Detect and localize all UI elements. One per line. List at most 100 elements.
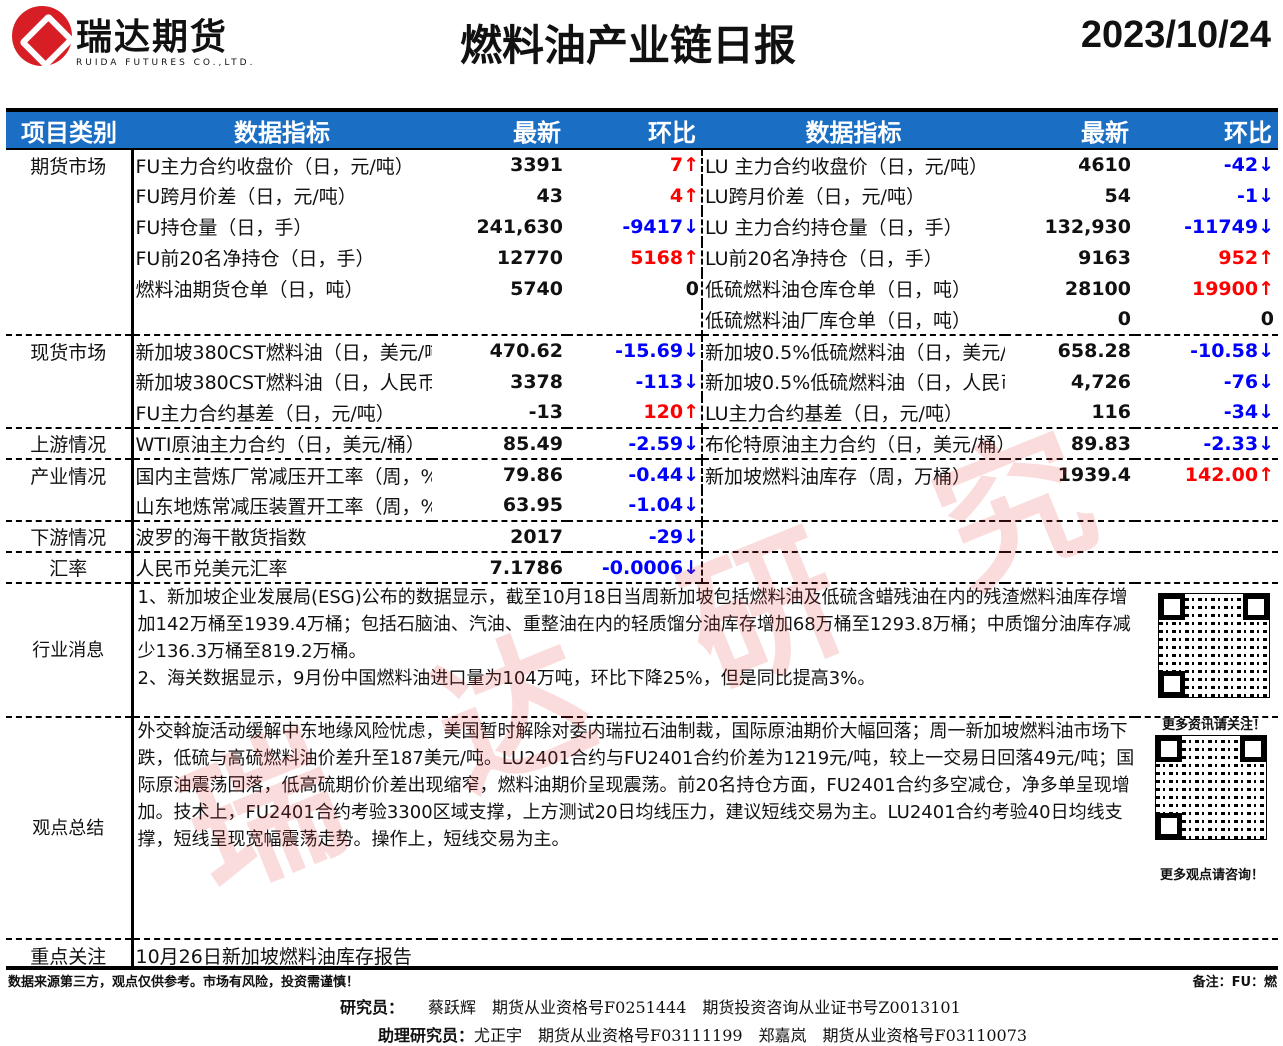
change-value [1135,520,1278,552]
change-value: 120↑ [567,397,703,428]
change-value: -76↓ [1223,370,1274,393]
ruida-logo: 瑞达期货 RUIDA FUTURES CO.,LTD. [12,6,262,68]
category-label: 上游情况 [6,427,134,459]
indicator-name: 低硫燃料油仓库仓单（日，吨） [705,279,972,301]
col-latest: 最新 [432,112,567,150]
change-value: 4↑ [567,180,703,211]
focus-row: 重点关注 10月26日新加坡燃料油库存报告 [6,938,1278,970]
table-row: FU持仓量（日，手） 241,630 -9417↓ LU 主力合约持仓量（日，手） 13… [6,211,1278,242]
change-value: -0.0006↓ [567,551,703,583]
table-row: 山东地炼常减压装置开工率（周，% 63.95 -1.04↓ [6,490,1278,521]
change-value: 0 [1260,308,1274,330]
qr-code-consult[interactable] [1155,735,1267,840]
latest-value: 3378 [510,370,563,393]
change-value: -2.59↓ [567,427,703,459]
change-value: 19900↑ [1191,277,1274,300]
latest-value: 63.95 [502,494,563,516]
category-label: 下游情况 [6,520,134,552]
qr-caption-1: 更多资讯请关注！ [1162,718,1267,733]
indicator-name: FU主力合约收盘价（日，元/吨） [135,155,414,178]
indicator-name: 新加坡380CST燃料油（日，美元/吨 [132,334,432,366]
latest-value: 116 [1091,401,1131,423]
assistant-line: 助理研究员：尤正宇 期货从业资格号F03111199 郑嘉岚 期货从业资格号F0… [378,1026,1028,1045]
news-text: 1、新加坡企业发展局(ESG)公布的数据显示，截至10月18日当周新加坡包括燃料… [137,587,1131,689]
indicator-name: FU持仓量（日，手） [135,217,313,239]
change-value: 142.00↑ [1135,458,1278,490]
latest-value: 470.62 [432,334,567,366]
news-row: 行业消息 1、新加坡企业发展局(ESG)公布的数据显示，截至10月18日当周新加… [6,582,1278,717]
col-change: 环比 [567,112,702,150]
change-value: -0.44↓ [567,458,703,490]
col-indicator: 数据指标 [132,112,432,150]
indicator-name: 新加坡0.5%低硫燃料油（日，美元/ [702,334,1005,366]
qr-code-wechat[interactable] [1158,593,1270,698]
col-change-2: 环比 [1135,112,1278,150]
change-value [567,304,703,335]
indicator-name: 新加坡380CST燃料油（日，人民币 [135,372,433,394]
category-label [6,304,134,335]
indicator-name: 低硫燃料油厂库仓单（日，吨） [705,309,972,332]
indicator-name [132,304,432,335]
indicator-name: LU 主力合约持仓量（日，手） [705,217,963,239]
latest-value: 89.83 [1005,427,1135,459]
category-label: 期货市场 [6,149,134,180]
latest-value: 658.28 [1005,334,1135,366]
change-value: 952↑ [1218,246,1274,269]
focus-label: 重点关注 [6,938,134,970]
indicator-name: 新加坡燃料油库存（周，万桶） [702,458,1005,490]
category-label: 现货市场 [6,334,134,366]
indicator-name: LU前20名净持仓（日，手） [705,248,943,270]
change-value: -42↓ [1223,154,1274,176]
indicator-name: WTI原油主力合约（日，美元/桶） [132,427,432,459]
table-row: 上游情况 WTI原油主力合约（日，美元/桶） 85.49 -2.59↓ 布伦特原油主力合… [6,427,1278,459]
category-label [6,490,134,521]
latest-value [1005,490,1135,521]
disclaimer: 数据来源第三方，观点仅供参考。市场有风险，投资需谨慎！ [8,975,360,990]
report-header: 瑞达期货 RUIDA FUTURES CO.,LTD. 燃料油产业链日报 202… [0,0,1283,105]
indicator-name: 国内主营炼厂常减压开工率（周，% [132,458,432,490]
col-latest-2: 最新 [1005,112,1135,150]
indicator-name: LU主力合约基差（日，元/吨） [705,402,963,425]
table-header: 项目类别 数据指标 最新 环比 数据指标 最新 环比 [6,112,1278,150]
change-value: -11749↓ [1184,215,1274,238]
indicator-name: 燃料油期货仓单（日，吨） [135,279,364,301]
qr-caption-2: 更多观点请咨询！ [1160,868,1265,883]
change-value: -10.58↓ [1135,334,1278,366]
table-row: 产业情况 国内主营炼厂常减压开工率（周，% 79.86 -0.44↓ 新加坡燃料油库存（… [6,458,1278,490]
indicator-name [702,490,1005,521]
table-row: 下游情况 波罗的海干散货指数 2017 -29↓ [6,520,1278,552]
category-label [6,397,134,428]
category-label [6,242,134,273]
change-value: -2.33↓ [1135,427,1278,459]
researcher-line: 研究员： 蔡跃辉 期货从业资格号F0251444 期货投资咨询从业证书号Z001… [340,998,961,1017]
change-value: -15.69↓ [567,334,703,366]
change-value: -9417↓ [567,211,703,242]
latest-value: -13 [528,401,563,423]
change-value [1135,490,1278,521]
focus-text: 10月26日新加坡燃料油库存报告 [132,938,1278,970]
view-text: 外交斡旋活动缓解中东地缘风险忧虑，美国暂时解除对委内瑞拉石油制裁，国际原油期价大… [137,721,1135,850]
indicator-name: FU跨月价差（日，元/吨） [135,186,357,208]
category-label [6,211,134,242]
table-row: 低硫燃料油厂库仓单（日，吨） 0 0 [6,304,1278,335]
change-value: -1↓ [1236,184,1274,207]
table-row: FU跨月价差（日，元/吨） 43 4↑ LU跨月价差（日，元/吨） 54 -1↓ [6,180,1278,211]
category-label [6,180,134,211]
news-label: 行业消息 [6,582,134,717]
report-date: 2023/10/24 [1080,14,1271,56]
category-label [6,273,134,304]
logo-mark-icon [12,6,72,66]
indicator-name: FU前20名净持仓（日，手） [135,248,375,270]
change-value: 5168↑ [567,242,703,273]
table-row: 燃料油期货仓单（日，吨） 5740 0 低硫燃料油仓库仓单（日，吨） 28100 1990… [6,273,1278,304]
category-label [6,366,134,397]
indicator-name: FU主力合约基差（日，元/吨） [135,402,395,425]
latest-value: 43 [536,184,563,207]
latest-value: 54 [1104,184,1131,207]
category-label: 汇率 [6,551,134,583]
view-row: 观点总结 外交斡旋活动缓解中东地缘风险忧虑，美国暂时解除对委内瑞拉石油制裁，国际… [6,716,1278,939]
footnote: 备注：FU：燃 [1192,975,1277,990]
indicator-name [702,520,1005,552]
latest-value: 4,726 [1070,370,1131,393]
latest-value: 1939.4 [1005,458,1135,490]
